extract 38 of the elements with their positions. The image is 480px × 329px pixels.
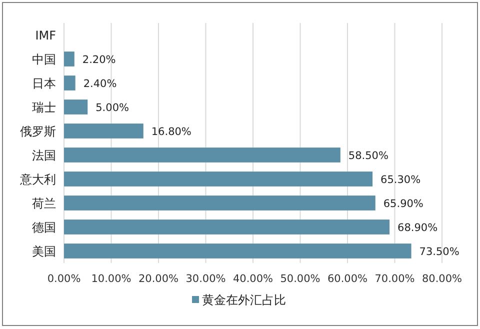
data-label: 73.50% (419, 246, 460, 258)
bar (64, 52, 74, 66)
data-label: 58.50% (348, 150, 388, 162)
x-tick-label: 30.00% (186, 273, 226, 285)
y-tick-label: 日本 (32, 76, 56, 90)
y-tick-label: 荷兰 (32, 196, 56, 210)
x-tick-label: 0.00% (47, 273, 81, 285)
y-tick-label: 俄罗斯 (20, 124, 56, 138)
data-label: 2.40% (83, 78, 117, 90)
bar (64, 124, 144, 138)
legend-label: 黄金在外汇占比 (202, 293, 286, 307)
bar (64, 100, 88, 114)
data-label: 65.30% (380, 174, 421, 186)
bar (64, 172, 373, 186)
y-tick-label: 美国 (32, 244, 56, 258)
x-tick-label: 10.00% (91, 273, 132, 285)
data-label: 65.90% (383, 198, 424, 210)
bar (64, 148, 340, 162)
y-tick-label: 意大利 (19, 172, 56, 186)
y-tick-label: IMF (35, 28, 56, 42)
x-tick-label: 70.00% (374, 273, 415, 285)
x-tick-label: 20.00% (138, 273, 179, 285)
x-tick-label: 40.00% (232, 273, 274, 285)
data-label: 2.20% (82, 54, 116, 66)
bar (64, 244, 412, 258)
x-tick-label: 50.00% (280, 273, 320, 285)
y-tick-label: 中国 (32, 52, 56, 66)
bar (64, 220, 390, 234)
data-label: 5.00% (96, 102, 130, 114)
x-tick-label: 80.00% (422, 273, 462, 285)
data-label: 16.80% (151, 126, 192, 138)
y-tick-label: 德国 (32, 220, 56, 234)
bar (64, 196, 376, 210)
x-tick-label: 60.00% (327, 273, 368, 285)
bar (64, 76, 76, 90)
data-label: 68.90% (398, 222, 438, 234)
y-tick-label: 瑞士 (32, 100, 56, 114)
y-tick-label: 法国 (32, 148, 56, 162)
